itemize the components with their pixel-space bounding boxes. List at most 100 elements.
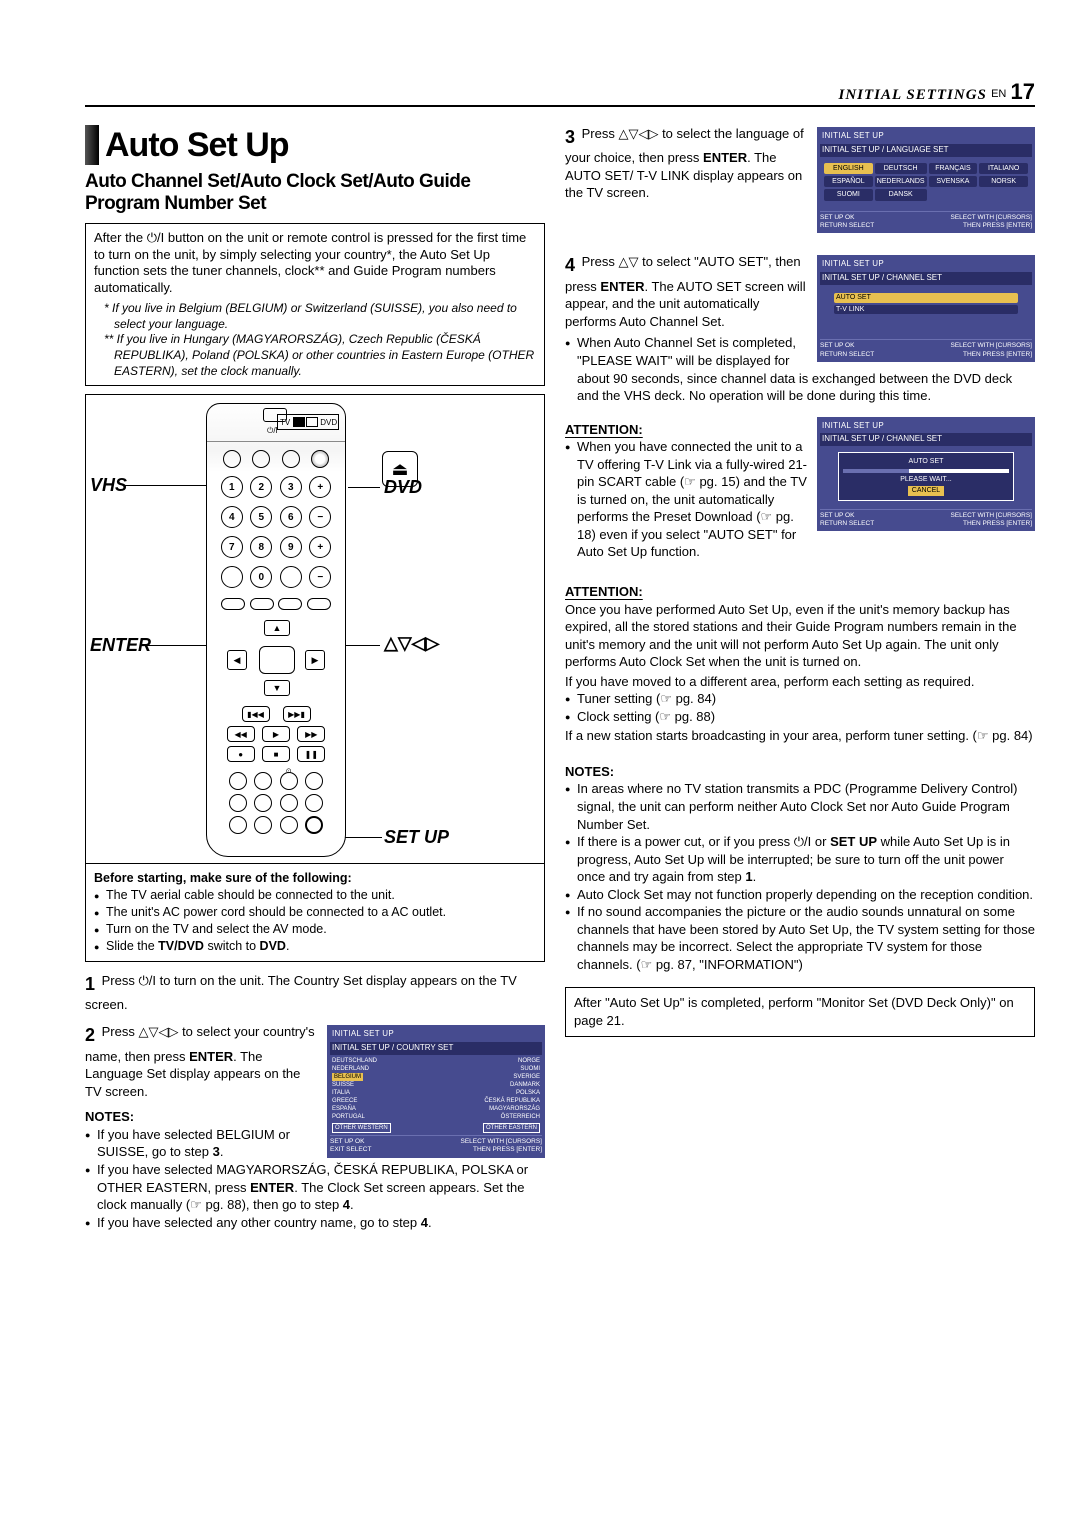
right-arrow-icon: ▶ (305, 650, 325, 670)
enter-button-icon (259, 646, 295, 674)
attention-2: ATTENTION: Once you have performed Auto … (565, 577, 1035, 745)
before-item: Slide the TV/DVD switch to DVD. (94, 938, 536, 955)
intro-box: After the ⏻/I button on the unit or remo… (85, 223, 545, 387)
note-item: If you have selected BELGIUM or SUISSE, … (85, 1126, 545, 1161)
remote-digit: 6 (280, 506, 302, 528)
remote-button: ■ (262, 746, 290, 762)
title-block: Auto Set Up Auto Channel Set/Auto Clock … (85, 125, 545, 215)
note-item: If you have selected MAGYARORSZÁG, ČESKÁ… (85, 1161, 545, 1214)
before-starting-box: Before starting, make sure of the follow… (85, 863, 545, 961)
remote-digit: 2 (250, 476, 272, 498)
header-lang: EN (991, 88, 1006, 100)
left-arrow-icon: ◀ (227, 650, 247, 670)
remote-digit: 3 (280, 476, 302, 498)
remote-button (254, 794, 272, 812)
intro-footnote-1: * If you live in Belgium (BELGIUM) or Sw… (104, 301, 536, 332)
remote-button (278, 598, 302, 610)
remote-button (250, 598, 274, 610)
remote-button: ▶▶ (297, 726, 325, 742)
step-2: INITIAL SET UP INITIAL SET UP / COUNTRY … (85, 1023, 545, 1231)
remote-button (223, 450, 241, 468)
remote-button: + (309, 476, 331, 498)
after-box: After "Auto Set Up" is completed, perfor… (565, 987, 1035, 1036)
intro-body: After the ⏻/I button on the unit or remo… (94, 230, 536, 298)
remote-button: + (309, 536, 331, 558)
note-item: If no sound accompanies the picture or t… (565, 903, 1035, 973)
remote-digit: 7 (221, 536, 243, 558)
remote-button: − (309, 506, 331, 528)
remote-button (221, 598, 245, 610)
before-heading: Before starting, make sure of the follow… (94, 870, 536, 887)
remote-button: ❚❚ (297, 746, 325, 762)
remote-button (254, 816, 272, 834)
header-page: 17 (1011, 79, 1035, 104)
remote-body: ⏻/I TV DVD 123+ 456− 789+ (206, 403, 346, 857)
remote-button (221, 566, 243, 588)
osd-map: DEUTSCHLAND NEDERLAND BELGIUM SUISSE ITA… (330, 1055, 542, 1133)
remote-button: ● (227, 746, 255, 762)
remote-digit: 0 (250, 566, 272, 588)
osd-language-set: INITIAL SET UP INITIAL SET UP / LANGUAGE… (817, 127, 1035, 233)
notes-heading: NOTES: (565, 763, 1035, 781)
attention-item: When you have connected the unit to a TV… (565, 438, 1035, 561)
remote-digit: 9 (280, 536, 302, 558)
note-item: Auto Clock Set may not function properly… (565, 886, 1035, 904)
remote-button (229, 772, 247, 790)
dpad: ▲ ▼ ◀ ▶ (207, 620, 345, 700)
attention-item: Clock setting (☞ pg. 88) (565, 708, 1035, 726)
page-subtitle: Auto Channel Set/Auto Clock Set/Auto Gui… (85, 171, 545, 215)
remote-button (229, 816, 247, 834)
attention-item: Tuner setting (☞ pg. 84) (565, 690, 1035, 708)
remote-button: ▶▶▮ (283, 706, 311, 722)
intro-footnote-2: ** If you live in Hungary (MAGYARORSZÁG)… (104, 332, 536, 379)
remote-digit: 4 (221, 506, 243, 528)
dvd-eject-icon: ⏏ (382, 451, 418, 487)
title-accent (85, 125, 99, 165)
page-header: INITIAL SETTINGS EN 17 (839, 79, 1036, 105)
step4-bullet: When Auto Channel Set is completed, "PLE… (565, 334, 1035, 404)
down-arrow-icon: ▼ (264, 680, 290, 696)
step-1: 1 Press ⏻/I to turn on the unit. The Cou… (85, 972, 545, 1014)
before-item: Turn on the TV and select the AV mode. (94, 921, 536, 938)
remote-button (252, 450, 270, 468)
remote-button (280, 794, 298, 812)
remote-button: ▮◀◀ (242, 706, 270, 722)
callout-arrows: △▽◁▷ (384, 633, 439, 654)
setup-button-icon (305, 816, 323, 834)
attention-1: INITIAL SET UP INITIAL SET UP / CHANNEL … (565, 415, 1035, 561)
notes-right: NOTES: In areas where no TV station tran… (565, 755, 1035, 974)
attention-para: If a new station starts broadcasting in … (565, 727, 1035, 745)
before-item: The TV aerial cable should be connected … (94, 887, 536, 904)
header-section: INITIAL SETTINGS (839, 87, 987, 103)
remote-button (280, 816, 298, 834)
note-item: In areas where no TV station transmits a… (565, 780, 1035, 833)
remote-diagram: VHS DVD ⏏ ENTER △▽◁▷ SET UP ⏻/I (85, 394, 545, 864)
remote-digit: 8 (250, 536, 272, 558)
remote-button: ▶ (262, 726, 290, 742)
attention-heading: ATTENTION: (565, 583, 1035, 601)
callout-setup: SET UP (384, 827, 449, 848)
before-item: The unit's AC power cord should be conne… (94, 904, 536, 921)
remote-button (254, 772, 272, 790)
attention-para: Once you have performed Auto Set Up, eve… (565, 601, 1035, 671)
remote-button (305, 794, 323, 812)
note-item: If you have selected any other country n… (85, 1214, 545, 1232)
remote-digit: 1 (221, 476, 243, 498)
attention-para: If you have moved to a different area, p… (565, 673, 1035, 691)
note-item: If there is a power cut, or if you press… (565, 833, 1035, 886)
remote-button (305, 772, 323, 790)
remote-button: ◀◀ (227, 726, 255, 742)
step-3: INITIAL SET UP INITIAL SET UP / LANGUAGE… (565, 125, 1035, 233)
remote-button (282, 450, 300, 468)
tv-dvd-switch: TV DVD (277, 414, 339, 430)
page-title: Auto Set Up (105, 126, 289, 165)
remote-button (280, 566, 302, 588)
callout-vhs: VHS (90, 475, 127, 496)
remote-button: − (309, 566, 331, 588)
up-arrow-icon: ▲ (264, 620, 290, 636)
remote-digit: 5 (250, 506, 272, 528)
remote-button (307, 598, 331, 610)
remote-button (311, 450, 329, 468)
remote-button (229, 794, 247, 812)
step-4: INITIAL SET UP INITIAL SET UP / CHANNEL … (565, 253, 1035, 404)
